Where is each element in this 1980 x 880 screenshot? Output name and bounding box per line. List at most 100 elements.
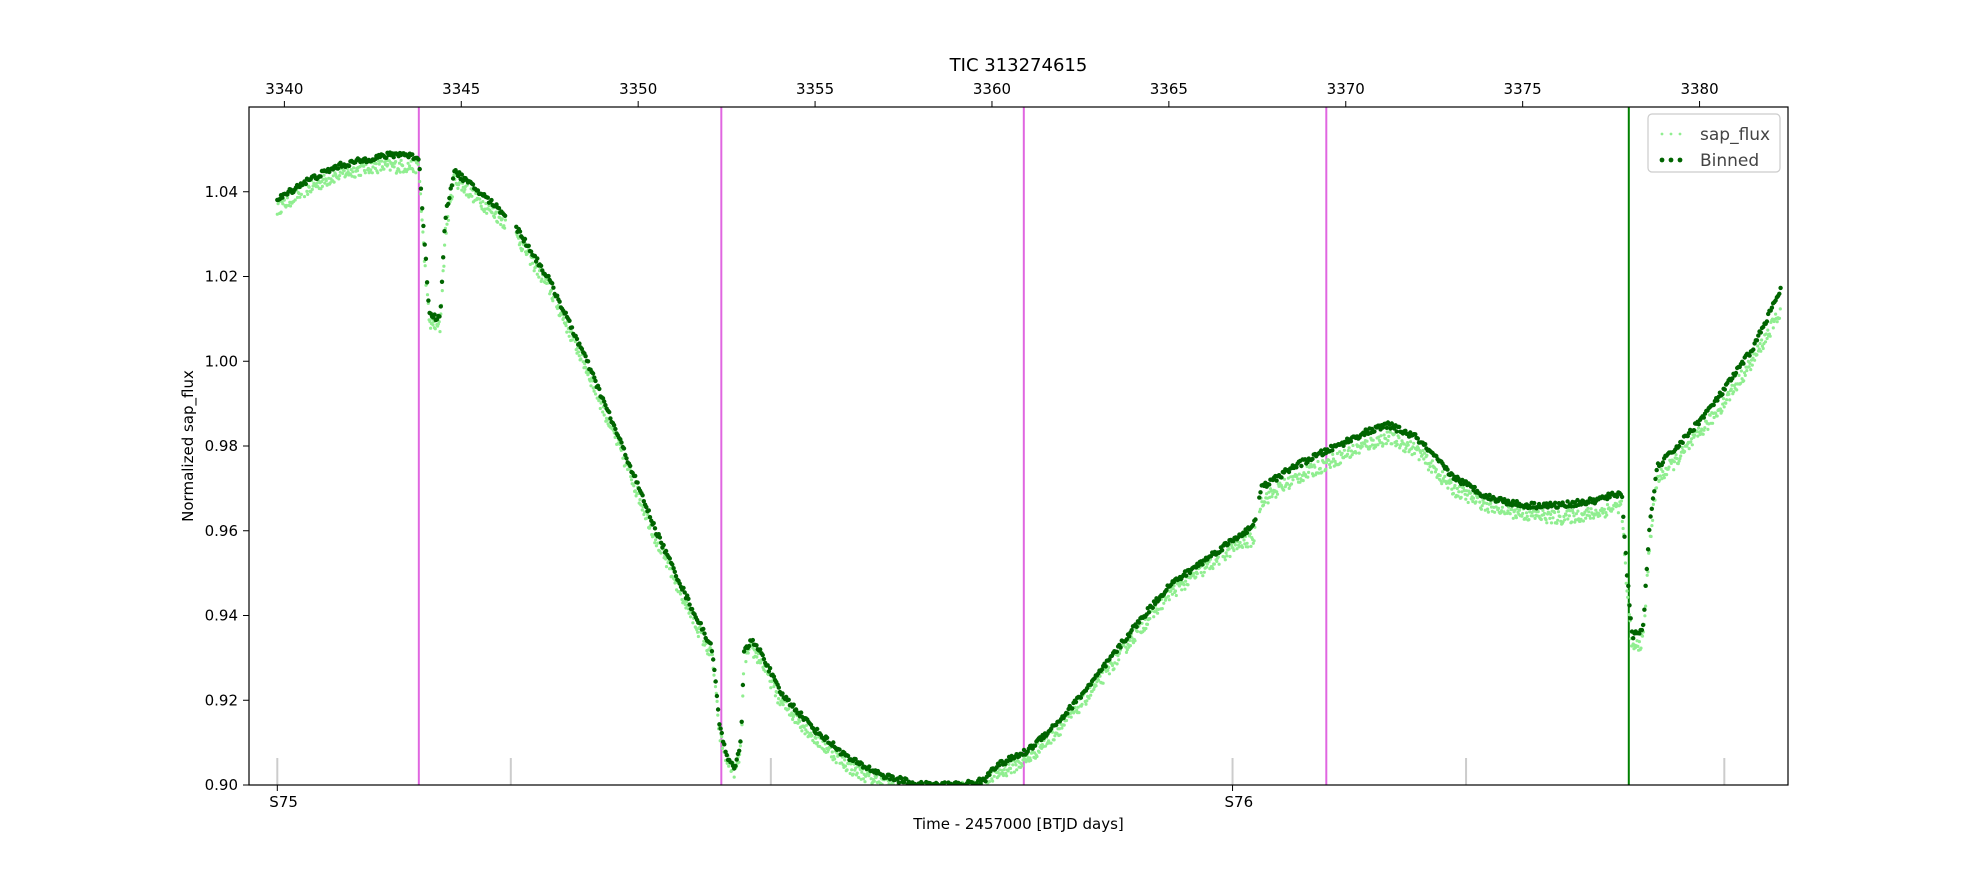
series-0-point-1799 <box>1690 437 1694 441</box>
series-0-point-1414 <box>1390 442 1394 446</box>
series-0-point-1904 <box>1771 326 1775 330</box>
series-0-point-7 <box>281 202 285 206</box>
series-0-point-674 <box>810 733 814 738</box>
series-0-point-550 <box>713 685 718 689</box>
series-0-point-1299 <box>1300 473 1304 477</box>
legend-label-1: Binned <box>1700 151 1759 171</box>
series-1-point-309 <box>667 556 672 561</box>
series-0-point-453 <box>638 498 642 502</box>
series-0-point-1471 <box>1434 467 1438 472</box>
series-0-point-389 <box>588 379 592 383</box>
series-1-point-238 <box>579 346 585 352</box>
series-0-point-289 <box>500 217 504 221</box>
series-0-point-1499 <box>1456 494 1460 498</box>
series-1-point-241 <box>583 354 588 359</box>
x-tick-label-3: 3355 <box>796 80 834 98</box>
series-0-point-1048 <box>1101 681 1105 685</box>
series-0-point-181 <box>416 162 420 166</box>
series-0-point-394 <box>592 389 596 393</box>
series-0-point-80 <box>338 174 342 178</box>
series-0-point-1435 <box>1406 443 1410 447</box>
series-0-point-559 <box>720 746 725 751</box>
series-1-point-363 <box>734 757 739 762</box>
series-0-point-1896 <box>1765 336 1769 341</box>
series-0-point-963 <box>1035 754 1039 759</box>
series-0-point-810 <box>916 793 919 796</box>
series-0-point-872 <box>965 787 968 790</box>
series-0-point-1909 <box>1775 320 1779 324</box>
series-0-point-1347 <box>1338 450 1342 454</box>
series-1-point-1043 <box>1579 502 1584 507</box>
y-tick-label-1: 0.92 <box>205 691 238 709</box>
series-0-point-605 <box>756 652 760 656</box>
series-0-point-1287 <box>1291 478 1295 482</box>
series-0-point-774 <box>888 789 891 792</box>
series-0-point-918 <box>1000 768 1004 772</box>
series-0-point-1129 <box>1164 596 1168 600</box>
series-1-point-188 <box>517 229 523 234</box>
series-0-point-1853 <box>1732 390 1736 394</box>
series-0-point-837 <box>937 796 940 799</box>
series-0-point-1660 <box>1581 519 1585 523</box>
series-1-point-58 <box>346 163 352 169</box>
series-0-point-281 <box>494 210 498 214</box>
series-1-point-202 <box>535 256 540 261</box>
series-0-point-1026 <box>1084 702 1088 706</box>
series-0-point-1621 <box>1551 516 1555 520</box>
series-0-point-1137 <box>1170 592 1174 596</box>
series-0-point-1223 <box>1237 545 1241 549</box>
series-1-point-376 <box>750 637 755 643</box>
series-1-point-288 <box>641 499 646 504</box>
series-0-point-857 <box>953 789 956 792</box>
series-0-point-740 <box>861 777 866 781</box>
series-1-point-225 <box>563 310 568 315</box>
series-1-point-1101 <box>1650 496 1656 501</box>
series-0-point-757 <box>875 774 879 778</box>
series-0-point-841 <box>940 791 943 794</box>
series-1-point-564 <box>983 779 988 784</box>
series-0-point-215 <box>443 243 447 247</box>
series-0-point-240 <box>462 190 466 194</box>
series-0-point-1732 <box>1637 640 1641 644</box>
series-0-point-1432 <box>1404 446 1408 450</box>
series-1-point-327 <box>689 606 695 612</box>
series-1-point-1109 <box>1660 460 1666 465</box>
series-0-point-1307 <box>1307 470 1311 474</box>
series-0-point-1578 <box>1517 508 1522 512</box>
series-0-point-906 <box>991 779 995 783</box>
series-1-point-304 <box>661 542 666 548</box>
series-0-point-374 <box>576 350 581 354</box>
series-0-point-1253 <box>1265 492 1269 496</box>
series-0-point-817 <box>922 798 925 801</box>
series-0-point-1522 <box>1474 500 1478 504</box>
series-0-point-79 <box>337 177 341 181</box>
x-tick-label-8: 3380 <box>1680 80 1718 98</box>
series-1-point-441 <box>831 740 836 745</box>
series-0-point-1191 <box>1212 562 1216 566</box>
series-0-point-390 <box>589 384 593 388</box>
series-0-point-1848 <box>1728 398 1732 402</box>
series-0-point-813 <box>919 795 922 798</box>
series-0-point-995 <box>1060 726 1064 730</box>
series-0-point-1440 <box>1410 453 1414 457</box>
series-0-point-337 <box>548 292 552 296</box>
series-1-point-428 <box>815 726 820 732</box>
series-0-point-1673 <box>1591 516 1596 520</box>
series-0-point-775 <box>889 787 892 790</box>
series-0-point-366 <box>570 338 574 342</box>
series-0-point-1810 <box>1698 432 1702 437</box>
series-0-point-806 <box>913 793 916 796</box>
series-0-point-1238 <box>1249 544 1253 549</box>
series-0-point-862 <box>957 794 960 797</box>
series-1-point-513 <box>920 781 925 785</box>
series-0-point-820 <box>924 793 927 796</box>
series-0-point-1740 <box>1644 604 1648 608</box>
series-0-point-1220 <box>1235 547 1239 551</box>
series-1-point-388 <box>765 663 770 668</box>
series-1-point-139 <box>447 195 452 201</box>
series-1-point-680 <box>1127 634 1132 639</box>
series-0-point-1689 <box>1604 510 1608 515</box>
series-0-point-1784 <box>1678 457 1682 461</box>
series-0-point-827 <box>930 796 933 799</box>
series-0-point-1275 <box>1282 488 1286 492</box>
